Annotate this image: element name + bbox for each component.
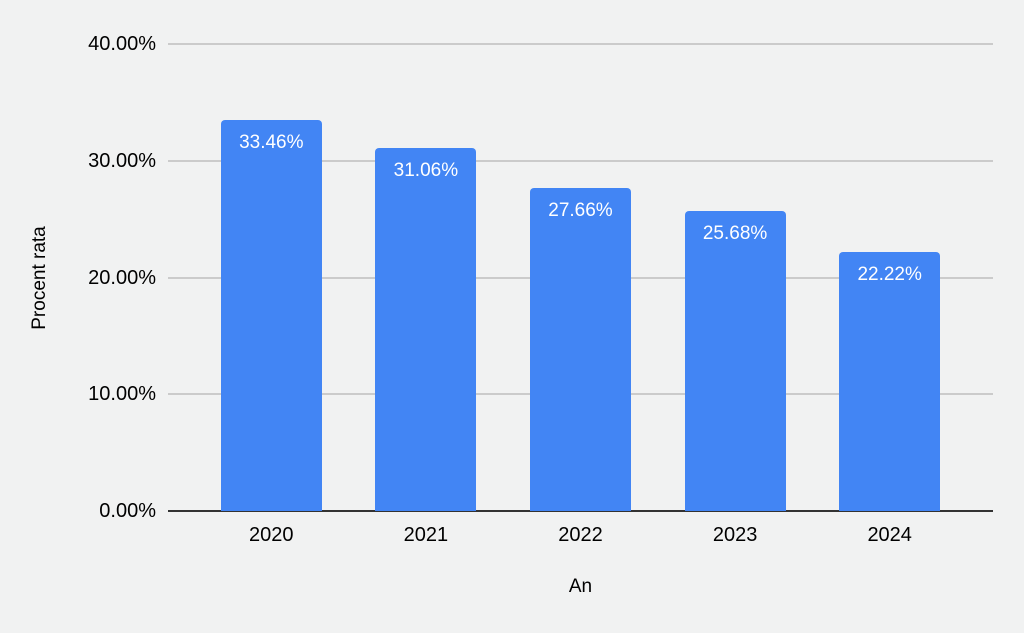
bar-value-label: 25.68% bbox=[702, 223, 768, 245]
x-axis-tick-label: 2023 bbox=[712, 524, 758, 546]
y-axis-tick-label: 30.00% bbox=[88, 149, 156, 172]
bar-2023: 25.68% bbox=[684, 211, 786, 511]
gridline bbox=[168, 159, 993, 162]
x-axis-tick-label: 2021 bbox=[403, 524, 449, 546]
y-axis-tick-label: 10.00% bbox=[88, 383, 156, 406]
bar-2024: 22.22% bbox=[839, 251, 941, 511]
y-axis-tick-label: 40.00% bbox=[88, 33, 156, 55]
bar-2020: 33.46% bbox=[220, 120, 322, 511]
x-axis-tick-label: 2022 bbox=[558, 524, 603, 546]
x-axis-tick-label: 2024 bbox=[867, 524, 912, 546]
x-axis-line bbox=[168, 510, 993, 512]
x-axis-tick-label: 2020 bbox=[249, 524, 294, 546]
plot-area: 33.46% 31.06% 27.66% 25.68% 22.22% bbox=[168, 43, 993, 512]
x-axis-title: An bbox=[568, 576, 593, 597]
gridline bbox=[168, 43, 993, 45]
bar-value-label: 33.46% bbox=[239, 132, 304, 154]
y-axis-tick-label: 20.00% bbox=[88, 266, 156, 289]
bar-value-label: 31.06% bbox=[393, 160, 459, 182]
bar-value-label: 22.22% bbox=[857, 263, 922, 285]
y-axis-tick-label: 0.00% bbox=[99, 500, 156, 522]
bar-value-label: 27.66% bbox=[548, 200, 613, 222]
bar-2022: 27.66% bbox=[530, 188, 631, 511]
bar-2021: 31.06% bbox=[375, 148, 477, 511]
